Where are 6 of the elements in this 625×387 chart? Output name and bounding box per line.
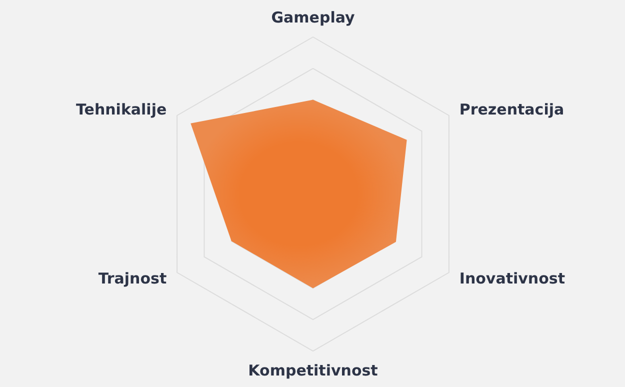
spoke-label: Kompetitivnost — [248, 362, 378, 380]
spoke-label: Tehnikalije — [76, 100, 167, 118]
spoke-label: Trajnost — [98, 270, 167, 288]
spoke-label: Gameplay — [271, 8, 355, 26]
spoke-label: Inovativnost — [459, 270, 565, 288]
spoke-label: Prezentacija — [459, 100, 564, 118]
